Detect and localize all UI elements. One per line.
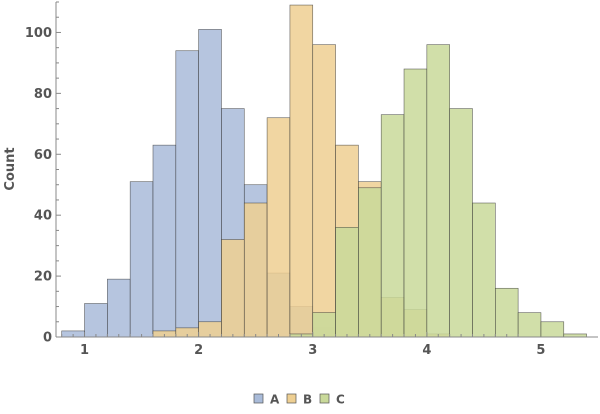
bar-C-5.0 — [540, 321, 565, 338]
legend-label-C: C — [336, 393, 345, 407]
x-tick-label: 5 — [536, 343, 545, 358]
bar-C-4.0 — [426, 44, 450, 338]
bar-A-1.6 — [152, 144, 177, 338]
bar-A-1.8 — [175, 50, 199, 338]
series-C — [289, 44, 587, 338]
y-tick-label: 20 — [34, 270, 52, 285]
x-tick-label: 3 — [308, 343, 317, 358]
y-axis-title: Count — [3, 147, 18, 190]
bar-B-2.4 — [243, 202, 268, 338]
bar-B-2.8 — [289, 4, 314, 338]
bars-layer — [61, 4, 587, 338]
bar-C-3.8 — [403, 68, 428, 338]
bar-C-4.4 — [472, 202, 496, 338]
x-tick-label: 4 — [422, 343, 431, 358]
y-tick-label: 60 — [34, 148, 52, 163]
x-tick-label: 2 — [194, 343, 203, 358]
bar-A-1.4 — [129, 181, 154, 338]
y-tick-label: 100 — [25, 26, 52, 41]
bar-C-3.2 — [335, 227, 359, 338]
bar-A-1.0 — [84, 303, 108, 338]
bar-B-2.6 — [266, 117, 291, 338]
legend-label-A: A — [270, 393, 280, 407]
bar-C-4.2 — [449, 108, 473, 338]
bar-A-1.2 — [107, 278, 131, 338]
legend: A B C — [253, 393, 345, 407]
y-tick-label: 0 — [43, 331, 52, 346]
bar-C-4.6 — [495, 287, 519, 338]
bar-C-4.8 — [517, 312, 542, 338]
legend-swatch-B — [286, 393, 297, 404]
legend-swatch-A — [253, 393, 264, 404]
bar-C-3.6 — [380, 114, 405, 338]
axes-layer: 0 20 40 60 80 100 1 2 3 4 5 — [25, 1, 598, 358]
bar-B-3.0 — [312, 44, 336, 338]
x-tick-label: 1 — [80, 343, 89, 358]
y-tick-label: 40 — [34, 209, 52, 224]
bar-A-2.0 — [198, 29, 222, 338]
bar-C-3.0 — [312, 312, 336, 338]
bar-B-2.2 — [221, 239, 245, 338]
y-tick-label: 80 — [34, 87, 52, 102]
legend-label-B: B — [303, 393, 312, 407]
legend-swatch-C — [319, 393, 330, 404]
bar-C-3.4 — [358, 187, 382, 338]
